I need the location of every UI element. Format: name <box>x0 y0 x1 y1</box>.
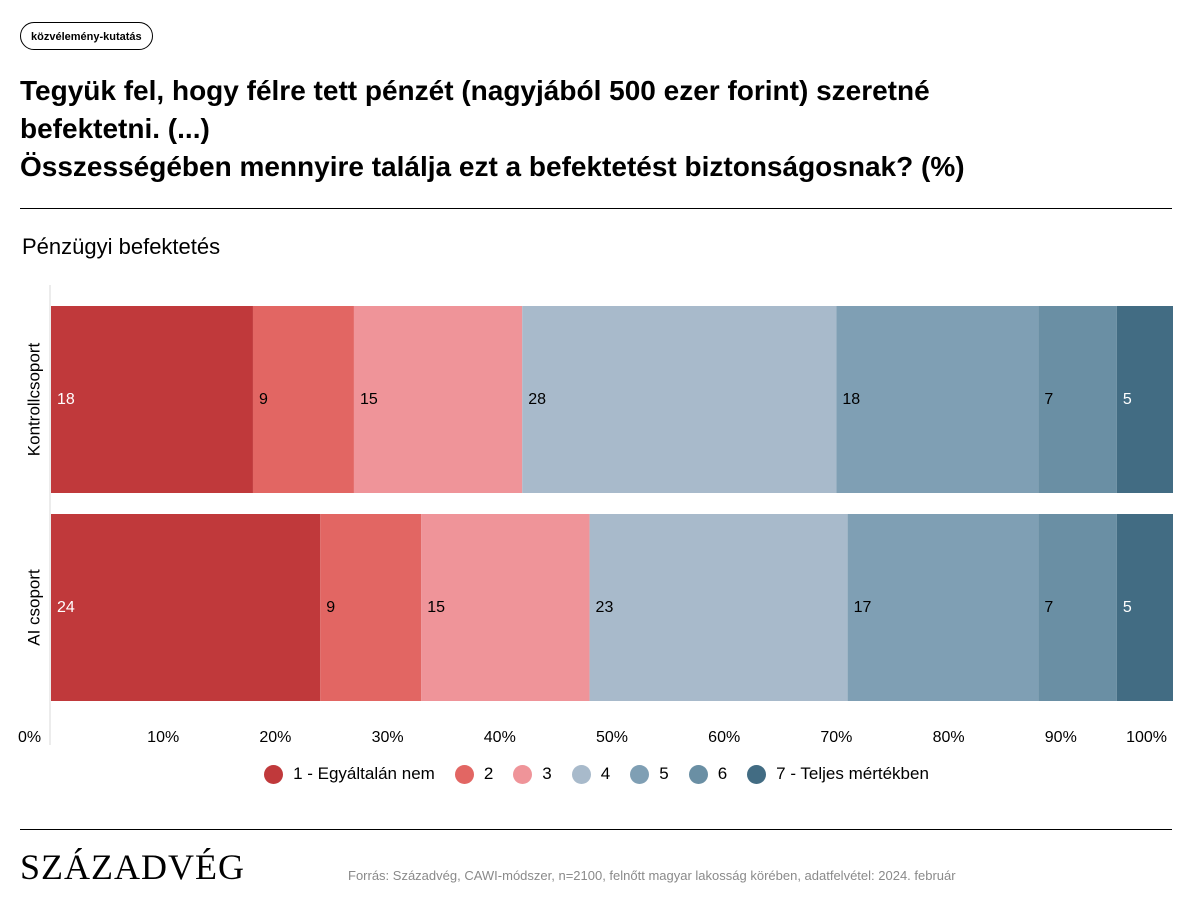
data-label: 17 <box>854 599 872 616</box>
legend-swatch <box>454 764 474 784</box>
title-line-2: befektetni. (...) <box>20 113 210 144</box>
bar-segment <box>353 306 523 493</box>
data-label: 5 <box>1123 599 1132 616</box>
legend-item: 1 - Egyáltalán nem <box>264 764 435 784</box>
data-label: 18 <box>842 391 860 408</box>
bar-segment <box>847 514 1039 701</box>
legend-swatch <box>571 764 591 784</box>
source-note: Forrás: Századvég, CAWI-módszer, n=2100,… <box>348 868 956 883</box>
x-tick-label: 100% <box>1126 729 1167 746</box>
x-tick-label: 40% <box>484 729 516 746</box>
legend-label: 3 <box>542 764 552 783</box>
x-tick-label: 90% <box>1045 729 1077 746</box>
legend-item: 7 - Teljes mértékben <box>747 764 929 784</box>
bar-segment <box>1038 514 1117 701</box>
data-label: 9 <box>326 599 335 616</box>
data-label: 28 <box>528 391 546 408</box>
brand-logo: SZÁZADVÉG <box>20 847 245 887</box>
bar-segment <box>320 514 422 701</box>
bar-segment <box>836 306 1039 493</box>
legend-label: 5 <box>659 764 669 783</box>
legend-label: 6 <box>717 764 728 783</box>
x-tick-label: 0% <box>18 729 41 746</box>
title-line-3: Összességében mennyire találja ezt a bef… <box>20 151 965 182</box>
data-label: 24 <box>57 599 75 616</box>
legend-swatch <box>747 764 767 784</box>
legend-item: 2 <box>454 764 494 784</box>
legend-swatch <box>513 764 533 784</box>
legend-swatch <box>630 764 650 784</box>
x-tick-label: 60% <box>708 729 740 746</box>
category-label: AI csoport <box>25 569 44 646</box>
data-label: 7 <box>1044 391 1053 408</box>
bar-segment <box>589 514 848 701</box>
x-tick-label: 20% <box>259 729 291 746</box>
data-label: 23 <box>596 599 614 616</box>
category-label: Kontrollcsoport <box>25 343 44 457</box>
category-tag: közvélemény-kutatás <box>20 22 153 50</box>
data-label: 15 <box>360 391 378 408</box>
x-tick-label: 10% <box>147 729 179 746</box>
data-label: 18 <box>57 391 75 408</box>
bar-segment <box>1116 306 1173 493</box>
data-label: 7 <box>1044 599 1053 616</box>
legend-swatch <box>688 764 708 784</box>
data-label: 5 <box>1123 391 1132 408</box>
chart-subtitle: Pénzügyi befektetés <box>22 234 221 259</box>
bar-segment <box>421 514 590 701</box>
legend-label: 7 - Teljes mértékben <box>776 764 929 783</box>
title-line-1: Tegyük fel, hogy félre tett pénzét (nagy… <box>20 75 930 106</box>
legend-item: 3 <box>513 764 552 784</box>
bar-segment <box>522 306 837 493</box>
data-label: 9 <box>259 391 268 408</box>
stacked-bar-chart: Kontrollcsoport 18 9 15 28 18 7 5 AI csoport 24 9 1… <box>18 285 1173 746</box>
x-tick-label: 80% <box>933 729 965 746</box>
footer-divider <box>20 829 1172 830</box>
legend-swatch <box>264 764 284 784</box>
bar-segment <box>51 306 253 493</box>
chart-title: Tegyük fel, hogy félre tett pénzét (nagy… <box>20 72 1170 186</box>
legend-label: 2 <box>483 764 494 783</box>
legend-label: 1 - Egyáltalán nem <box>293 764 435 783</box>
legend-item: 4 <box>571 764 611 784</box>
bar-segment <box>51 514 321 701</box>
bar-segment <box>1038 306 1117 493</box>
x-tick-label: 30% <box>372 729 404 746</box>
x-tick-label: 70% <box>820 729 852 746</box>
title-divider <box>20 208 1172 209</box>
bar-segment <box>252 306 354 493</box>
x-tick-label: 50% <box>596 729 628 746</box>
bar-segment <box>1116 514 1173 701</box>
legend-item: 6 <box>688 764 728 784</box>
chart-legend: 1 - Egyáltalán nem 2 3 4 5 6 7 - Teljes mérték… <box>0 764 1193 784</box>
data-label: 15 <box>427 599 445 616</box>
legend-label: 4 <box>600 764 611 783</box>
legend-item: 5 <box>630 764 669 784</box>
